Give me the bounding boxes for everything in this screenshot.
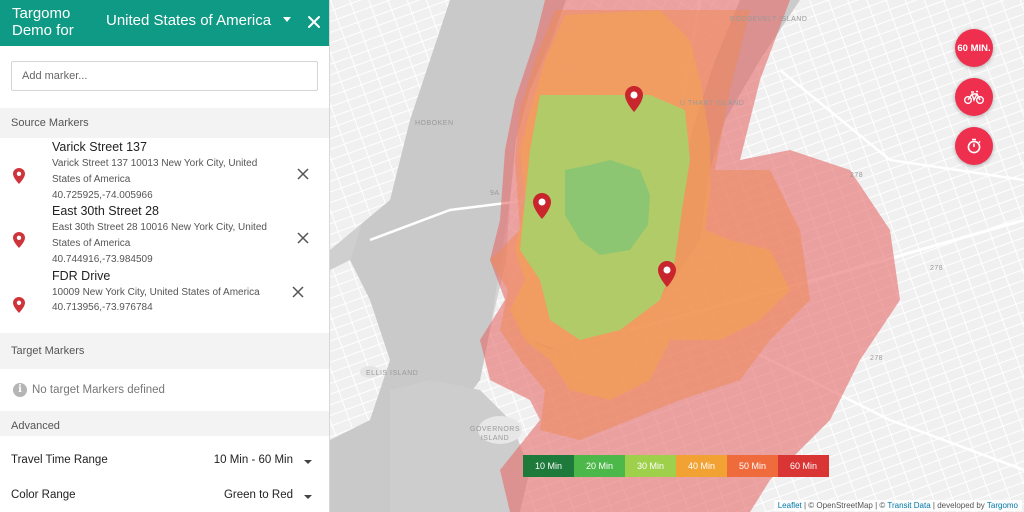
target-markers-empty: i No target Markers defined xyxy=(0,369,329,411)
marker-coordinates: 40.725925,-74.005966 xyxy=(52,190,153,201)
attribution-osm: | © OpenStreetMap | © xyxy=(803,501,886,510)
legend-item: 10 Min xyxy=(523,455,574,477)
marker-name: Varick Street 137 xyxy=(52,140,147,154)
remove-marker-icon[interactable] xyxy=(292,286,304,298)
map-canvas[interactable]: HOBOKEN ELLIS ISLAND GOVERNORS ISLAND U … xyxy=(330,0,1024,512)
travel-time-range-select[interactable]: Travel Time Range 10 Min - 60 Min xyxy=(0,450,329,474)
marker-address: Varick Street 137 10013 New York City, U… xyxy=(52,158,258,185)
map-marker-pin xyxy=(625,86,643,112)
map-pin-icon xyxy=(13,232,25,248)
transit-data-link[interactable]: Transit Data xyxy=(887,501,931,510)
marker-address: East 30th Street 28 10016 New York City,… xyxy=(52,222,267,249)
map-pin-icon xyxy=(13,297,25,313)
targomo-link[interactable]: Targomo xyxy=(986,501,1018,510)
marker-coordinates: 40.744916,-73.984509 xyxy=(52,254,153,265)
add-marker-input[interactable] xyxy=(11,61,318,91)
color-range-label: Color Range xyxy=(11,489,76,501)
source-markers-heading: Source Markers xyxy=(0,108,329,138)
color-range-select[interactable]: Color Range Green to Red xyxy=(0,485,329,509)
map-label-hoboken: HOBOKEN xyxy=(415,120,454,127)
sidebar: Targomo Demo for United States of Americ… xyxy=(0,0,330,512)
source-marker-item[interactable]: East 30th Street 28 East 30th Street 28 … xyxy=(0,204,329,268)
travel-time-range-value[interactable]: 10 Min - 60 Min xyxy=(213,454,293,466)
map-label-u-thant-island: U THANT ISLAND xyxy=(680,100,745,107)
map-label-ellis-island: ELLIS ISLAND xyxy=(366,370,419,377)
legend-item: 60 Min xyxy=(778,455,829,477)
marker-name: East 30th Street 28 xyxy=(52,204,160,218)
bicycle-icon xyxy=(964,90,984,104)
chevron-down-icon[interactable] xyxy=(304,495,312,499)
attribution-developed: | developed by xyxy=(932,501,985,510)
map-base-layer xyxy=(330,0,1024,512)
source-marker-item[interactable]: FDR Drive 10009 New York City, United St… xyxy=(0,269,329,333)
chevron-down-icon[interactable] xyxy=(304,460,312,464)
app-header: Targomo Demo for United States of Americ… xyxy=(0,0,329,46)
color-range-value[interactable]: Green to Red xyxy=(223,489,293,501)
travel-time-button[interactable]: 60 MIN. xyxy=(955,29,993,67)
country-select[interactable]: United States of America xyxy=(106,12,272,29)
stopwatch-icon xyxy=(967,138,981,154)
legend-item: 20 Min xyxy=(574,455,625,477)
app-title: Targomo Demo for xyxy=(12,5,74,39)
map-label-roosevelt-island: ROOSEVELT ISLAND xyxy=(730,16,808,23)
map-marker-pin xyxy=(533,193,551,219)
legend-item: 30 Min xyxy=(625,455,676,477)
legend-item: 50 Min xyxy=(727,455,778,477)
travel-mode-button[interactable] xyxy=(955,78,993,116)
map-label-route-9a: 9A xyxy=(490,190,500,197)
remove-marker-icon[interactable] xyxy=(297,168,309,180)
advanced-settings: Travel Time Range 10 Min - 60 Min Color … xyxy=(0,436,329,512)
map-pin-icon xyxy=(13,168,25,184)
legend-item: 40 Min xyxy=(676,455,727,477)
map-label-governors-island: GOVERNORS ISLAND xyxy=(470,426,521,442)
marker-name: FDR Drive xyxy=(52,269,111,283)
source-marker-list: Varick Street 137 Varick Street 137 1001… xyxy=(0,138,329,333)
source-marker-item[interactable]: Varick Street 137 Varick Street 137 1001… xyxy=(0,140,329,204)
target-markers-heading: Target Markers xyxy=(0,333,329,369)
remove-marker-icon[interactable] xyxy=(297,232,309,244)
map-attribution: Leaflet | © OpenStreetMap | © Transit Da… xyxy=(773,500,1022,511)
leaflet-link[interactable]: Leaflet xyxy=(777,501,802,510)
close-icon[interactable] xyxy=(304,12,324,32)
map-label-route-278: 278 xyxy=(850,172,864,179)
travel-time-legend: 10 Min 20 Min 30 Min 40 Min 50 Min 60 Min xyxy=(523,455,829,477)
chevron-down-icon[interactable] xyxy=(283,17,291,22)
map-label-route-278: 278 xyxy=(930,265,944,272)
timer-button[interactable] xyxy=(955,127,993,165)
add-marker-container xyxy=(0,46,329,108)
map-marker-pin xyxy=(658,261,676,287)
marker-address: 10009 New York City, United States of Am… xyxy=(52,287,260,298)
travel-time-range-label: Travel Time Range xyxy=(11,454,108,466)
map-label-route-278: 278 xyxy=(870,355,884,362)
info-icon: i xyxy=(13,383,27,397)
marker-coordinates: 40.713956,-73.976784 xyxy=(52,302,153,313)
no-target-message: No target Markers defined xyxy=(32,384,165,396)
